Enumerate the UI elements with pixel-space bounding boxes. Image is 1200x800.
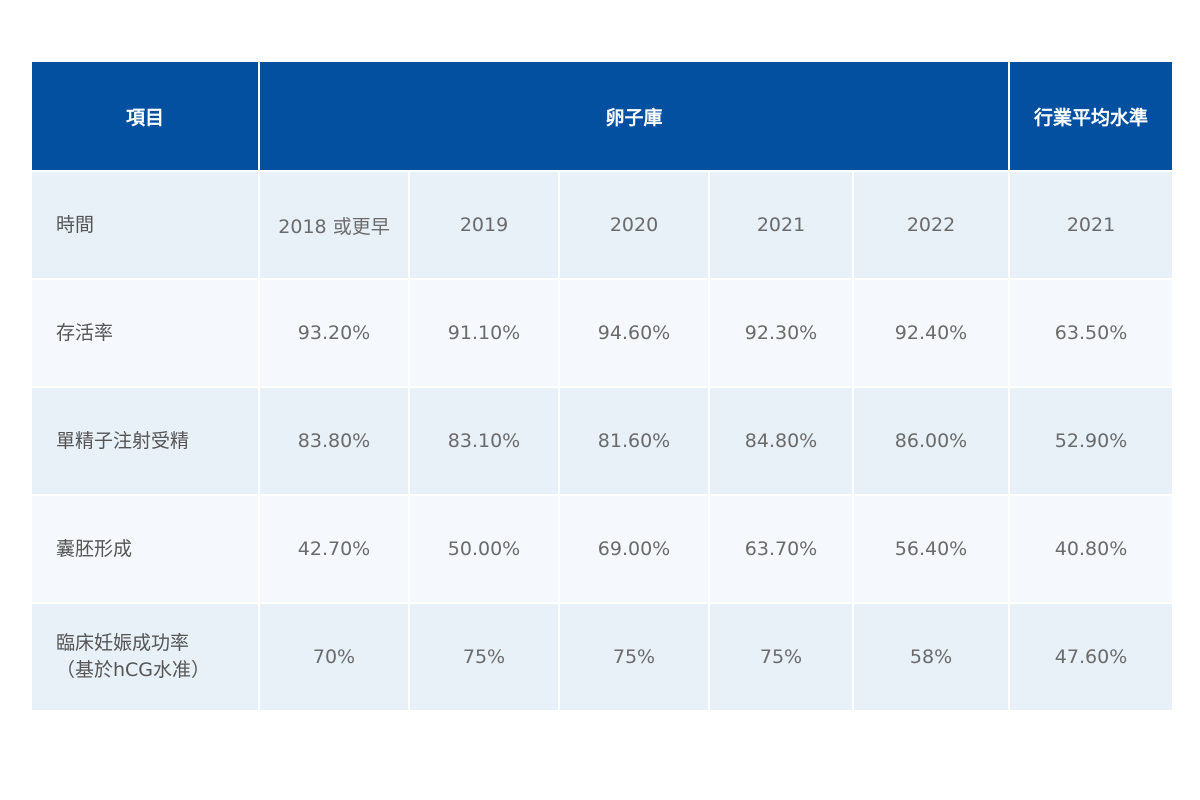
header-egg-bank: 卵子庫 xyxy=(260,62,1009,170)
row-label-line: 臨床妊娠成功率 xyxy=(56,632,190,654)
table-cell: 63.70% xyxy=(710,496,852,602)
table-cell: 86.00% xyxy=(854,388,1009,494)
statistics-table: 項目 卵子庫 行業平均水準 時間 2018 或更早 2019 2020 2021… xyxy=(30,60,1174,712)
table-cell: 75% xyxy=(410,604,558,710)
row-label: 單精子注射受精 xyxy=(32,388,258,494)
table-cell: 58% xyxy=(854,604,1009,710)
table-cell: 92.40% xyxy=(854,280,1009,386)
row-label-line: （基於hCG水准） xyxy=(56,659,211,681)
table-cell: 50.00% xyxy=(410,496,558,602)
table-cell: 42.70% xyxy=(260,496,408,602)
time-cell: 2018 或更早 xyxy=(260,172,408,278)
header-item: 項目 xyxy=(32,62,258,170)
time-cell: 2021 xyxy=(710,172,852,278)
row-label: 臨床妊娠成功率 （基於hCG水准） xyxy=(32,604,258,710)
row-label-line: 存活率 xyxy=(56,321,114,344)
table-cell: 56.40% xyxy=(854,496,1009,602)
header-row: 項目 卵子庫 行業平均水準 xyxy=(32,62,1173,170)
table-cell: 63.50% xyxy=(1010,280,1173,386)
table-cell: 93.20% xyxy=(260,280,408,386)
table-cell: 83.80% xyxy=(260,388,408,494)
table-cell: 92.30% xyxy=(710,280,852,386)
row-label-line: 囊胚形成 xyxy=(56,537,133,560)
table-row: 臨床妊娠成功率 （基於hCG水准） 70% 75% 75% 75% 58% 47.60% xyxy=(32,604,1173,710)
table-cell: 75% xyxy=(560,604,708,710)
table-cell: 70% xyxy=(260,604,408,710)
time-row-label: 時間 xyxy=(32,172,258,278)
time-row: 時間 2018 或更早 2019 2020 2021 2022 2021 xyxy=(32,172,1173,278)
table-header: 項目 卵子庫 行業平均水準 xyxy=(32,62,1173,170)
row-label: 存活率 xyxy=(32,280,258,386)
table-cell: 83.10% xyxy=(410,388,558,494)
table-cell: 94.60% xyxy=(560,280,708,386)
time-cell: 2021 xyxy=(1010,172,1173,278)
table-body: 時間 2018 或更早 2019 2020 2021 2022 2021 存活率… xyxy=(32,172,1173,710)
table-cell: 47.60% xyxy=(1010,604,1173,710)
table-cell: 84.80% xyxy=(710,388,852,494)
row-label: 囊胚形成 xyxy=(32,496,258,602)
table-cell: 69.00% xyxy=(560,496,708,602)
table-cell: 40.80% xyxy=(1010,496,1173,602)
time-cell: 2020 xyxy=(560,172,708,278)
table-cell: 75% xyxy=(710,604,852,710)
table-cell: 81.60% xyxy=(560,388,708,494)
table-row: 單精子注射受精 83.80% 83.10% 81.60% 84.80% 86.00% 52.… xyxy=(32,388,1173,494)
header-industry-average: 行業平均水準 xyxy=(1010,62,1173,170)
row-label-line: 單精子注射受精 xyxy=(56,429,190,452)
table-cell: 91.10% xyxy=(410,280,558,386)
table-row: 存活率 93.20% 91.10% 94.60% 92.30% 92.40% 63.50% xyxy=(32,280,1173,386)
time-cell: 2019 xyxy=(410,172,558,278)
table-cell: 52.90% xyxy=(1010,388,1173,494)
table-row: 囊胚形成 42.70% 50.00% 69.00% 63.70% 56.40% 40.80% xyxy=(32,496,1173,602)
time-cell: 2022 xyxy=(854,172,1009,278)
